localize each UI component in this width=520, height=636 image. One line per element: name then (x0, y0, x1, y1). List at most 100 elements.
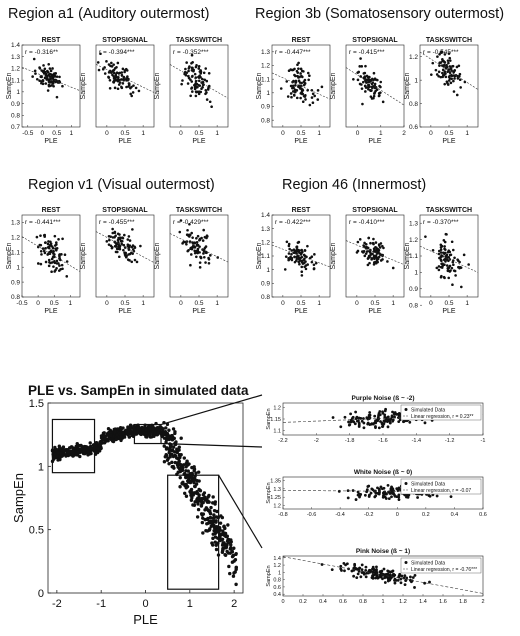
region-2-rest-point (55, 243, 58, 246)
simulated-point (170, 460, 174, 465)
inset-1-point (384, 492, 388, 496)
region-0-rest-point (31, 75, 34, 78)
inset-2-x-tick-label: 0 (281, 599, 284, 605)
region-1-stopsignal-point (369, 79, 372, 83)
simulated-point (200, 520, 205, 525)
region-2-taskswitch-point (198, 261, 202, 264)
inset-2-legend-label: Linear regression, r = -0.76*** (411, 567, 477, 573)
region-0-taskswitch-point (194, 79, 198, 83)
region-3-rest-point (295, 259, 298, 262)
region-2-stopsignal-point (118, 244, 122, 248)
region-1-taskswitch-point (455, 65, 459, 69)
region-1-stopsignal-point (379, 85, 382, 89)
region-0-taskswitch-point (190, 86, 194, 89)
inset-0-point (377, 413, 381, 417)
simulated-point (198, 489, 203, 493)
region-1-stopsignal-point (374, 78, 377, 81)
region-2-rest-point (54, 241, 58, 244)
region-3-stopsignal-point (362, 244, 365, 247)
region-3-taskswitch-point (448, 253, 452, 257)
region-3-stopsignal-point (370, 256, 374, 260)
simulated-point (167, 461, 171, 466)
region-2-rest-r-label: r = -0.441*** (25, 219, 61, 226)
region-3-taskswitch-point (439, 248, 443, 251)
simulated-point (227, 564, 231, 569)
inset-2-x-tick-label: 1.2 (399, 599, 407, 605)
region-0-taskswitch-point (201, 77, 204, 81)
region-1-rest-point (299, 67, 303, 71)
region-3-rest-point (312, 267, 316, 270)
region-2-taskswitch-point (195, 255, 198, 259)
simulated-point (214, 547, 219, 552)
region-1-stopsignal-x-tick-label: 2 (402, 130, 406, 137)
region-1-taskswitch-point (431, 61, 435, 65)
region-2-stopsignal-point (130, 260, 134, 264)
region-2-rest-point (50, 257, 54, 261)
inset-0-point (362, 426, 366, 430)
region-1-rest-point (294, 79, 298, 83)
region-3-rest-y-tick-label: 0.8 (261, 294, 270, 301)
simulated-x-axis-label: PLE (133, 612, 158, 627)
region-1-rest-x-tick-label: 0 (281, 130, 285, 137)
inset-1-y-axis-label: SampEn (266, 482, 272, 503)
region-1-taskswitch-r-label: r = -0.545*** (423, 49, 459, 56)
simulated-point (194, 471, 198, 475)
simulated-point (174, 456, 179, 460)
inset-1-title: White Noise (ß ~ 0) (354, 469, 412, 476)
region-2-rest-point (40, 253, 43, 256)
region-3-stopsignal-point (363, 254, 367, 258)
region-3-taskswitch-point (435, 266, 439, 270)
region-0-stopsignal-point (123, 70, 126, 74)
simulated-point (119, 438, 123, 443)
region-1-rest-title: REST (292, 37, 311, 44)
region-0-stopsignal-point (121, 82, 125, 85)
region-0-rest-y-tick-label: 1.2 (11, 66, 20, 73)
simulated-point (224, 542, 228, 547)
region-1-rest-point (286, 95, 290, 98)
inset-0-point (355, 415, 359, 419)
region-3-rest-point (290, 256, 294, 260)
inset-1-point (397, 493, 401, 497)
region-2-taskswitch-r-label: r = -0.429*** (173, 219, 209, 226)
region-0-taskswitch-point (191, 90, 194, 93)
region-2-stopsignal-point (124, 253, 127, 256)
region-1-rest-x-tick-label: 1 (317, 130, 321, 137)
simulated-point (105, 433, 110, 437)
simulated-point (205, 497, 209, 502)
region-0-rest-point (40, 81, 43, 85)
region-2-rest-y-tick-label: 0.9 (11, 279, 20, 286)
simulated-point (175, 449, 179, 453)
region-0-stopsignal-point (127, 85, 130, 88)
region-3-rest-point (290, 252, 293, 256)
region-1-rest-point (293, 90, 297, 94)
region-1-taskswitch-point (442, 65, 445, 68)
inset-2-point (360, 571, 364, 574)
simulated-point (211, 501, 215, 505)
region-0-stopsignal-point (120, 71, 124, 74)
region-2-stopsignal-point (111, 231, 115, 235)
region-0-rest-y-axis-label: SampEn (6, 72, 13, 99)
region-0-taskswitch-point (201, 85, 204, 89)
region-2-rest-point (53, 270, 56, 273)
region-3-taskswitch-point (456, 258, 459, 261)
region-0-rest-point (48, 67, 52, 70)
region-2-taskswitch-point (186, 228, 189, 232)
region-0-taskswitch-point (197, 83, 200, 87)
region-3-rest-point (313, 253, 316, 256)
region-0-taskswitch-point (191, 61, 194, 64)
region-3-taskswitch-point (467, 263, 470, 266)
region-0-taskswitch-point (197, 79, 201, 83)
region-2-stopsignal-regression-line (95, 231, 155, 263)
region-0-stopsignal-r-label: r = -0.394*** (99, 49, 135, 56)
region-1-rest-point (289, 92, 293, 95)
region-2-taskswitch-point (187, 248, 190, 252)
region-0-taskswitch-x-tick-label: 0 (179, 130, 183, 137)
region-1-rest-r-label: r = -0.447*** (275, 49, 311, 56)
region-3-rest-point (300, 270, 304, 274)
region-0-rest-point (45, 77, 49, 81)
simulated-point (177, 445, 181, 449)
region-1-rest-x-axis-label: PLE (294, 138, 308, 145)
inset-0-point (367, 413, 371, 417)
region-0-taskswitch-point (194, 76, 198, 79)
region-1-taskswitch-point (430, 73, 433, 76)
